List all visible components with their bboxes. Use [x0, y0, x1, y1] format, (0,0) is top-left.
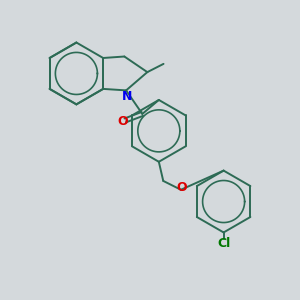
Text: N: N: [122, 90, 132, 103]
Text: O: O: [177, 181, 188, 194]
Text: O: O: [117, 116, 128, 128]
Text: Cl: Cl: [217, 236, 230, 250]
